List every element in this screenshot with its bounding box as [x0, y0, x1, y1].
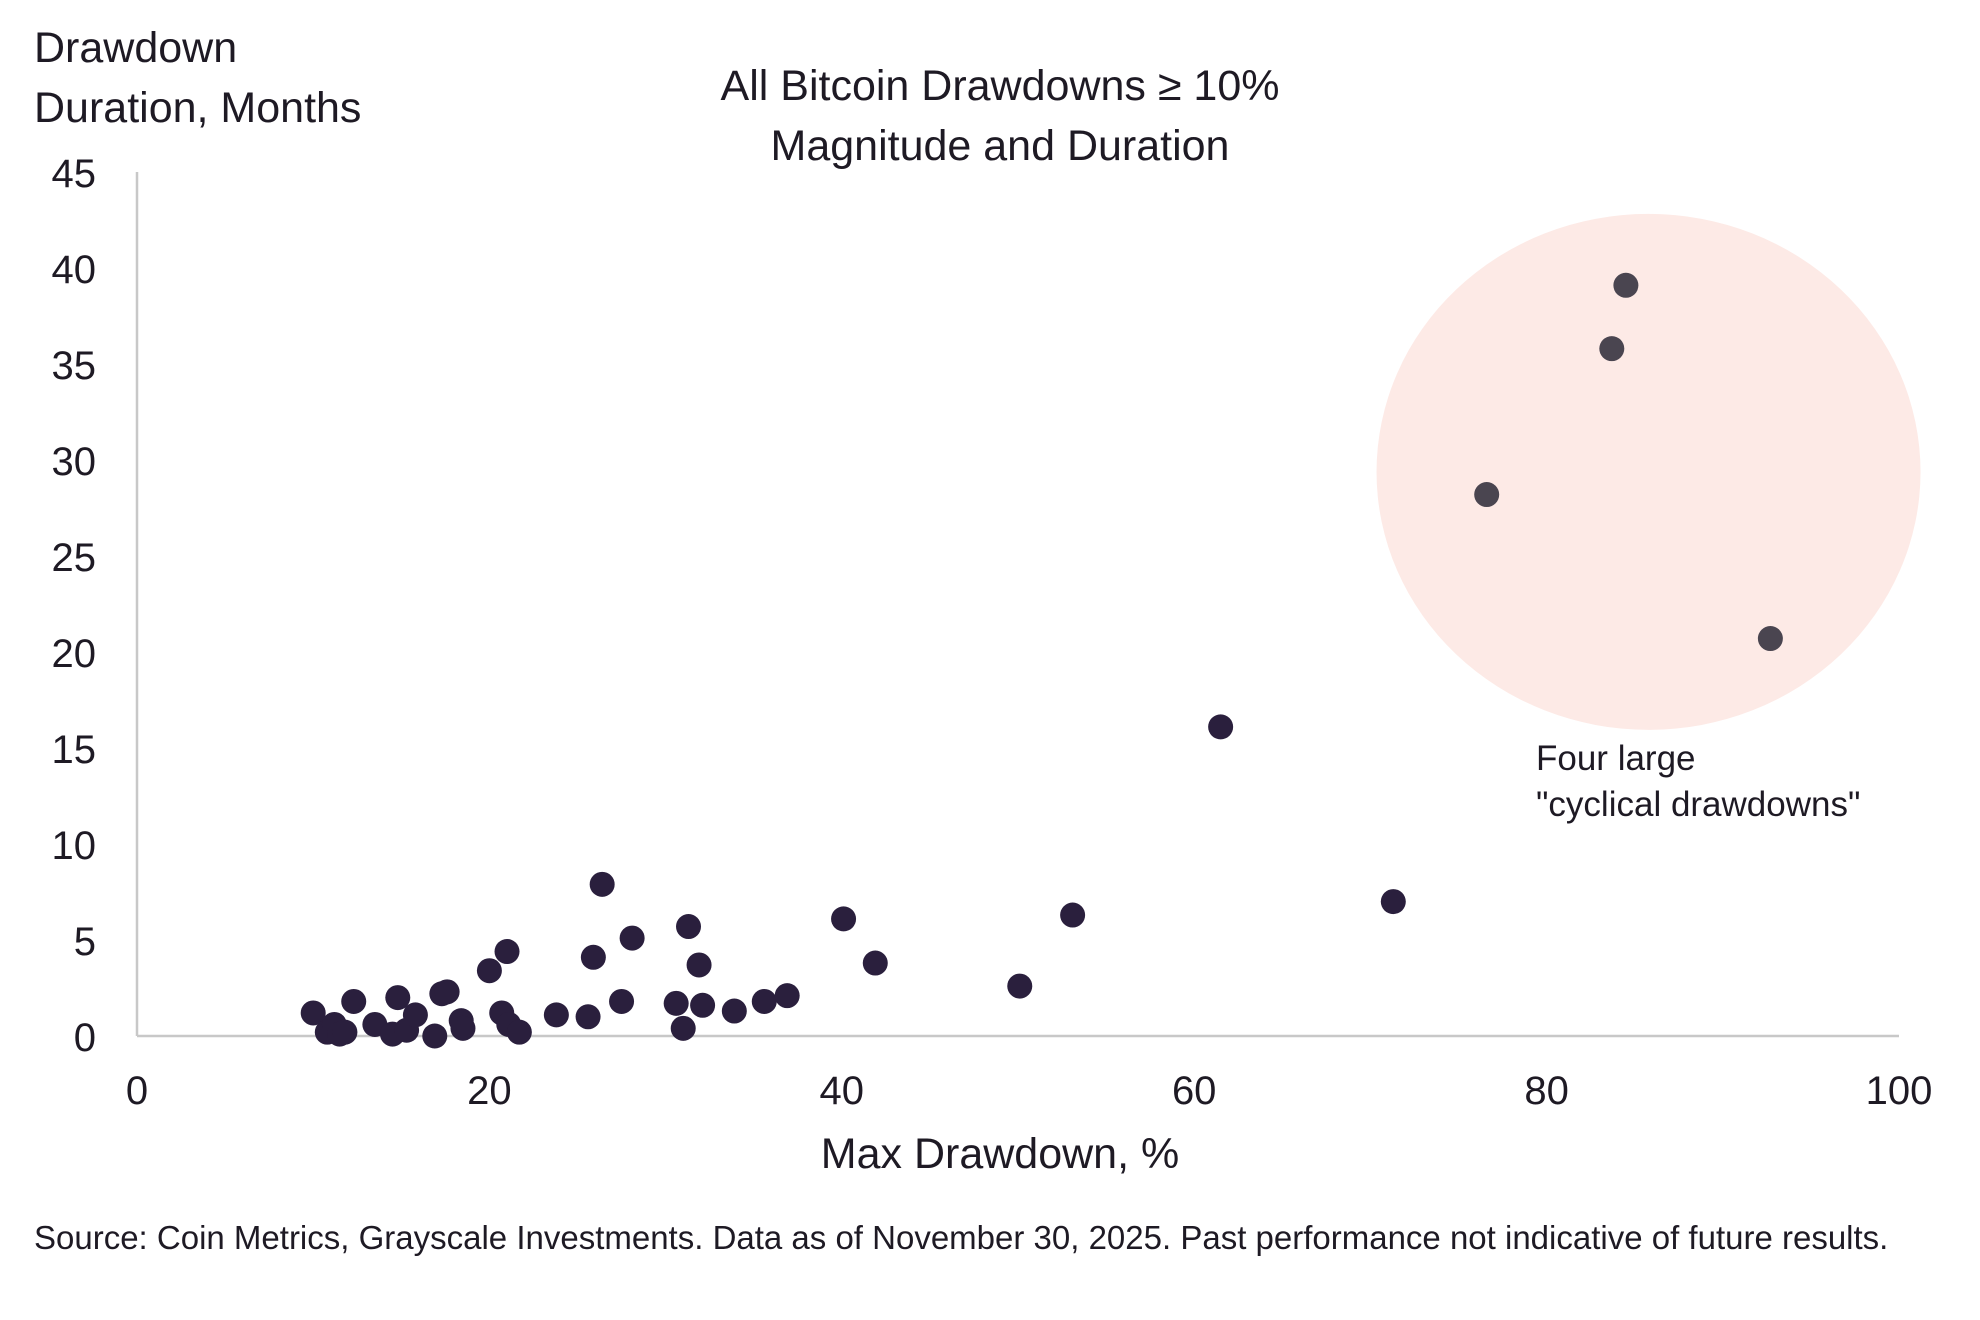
x-axis-label: Max Drawdown, %: [820, 1130, 1180, 1178]
y-axis-label-line-2: Duration, Months: [34, 84, 362, 132]
data-point: [1007, 973, 1033, 999]
data-point: [434, 979, 460, 1005]
x-tick-label: 80: [1524, 1069, 1569, 1113]
y-tick-label: 35: [52, 344, 97, 388]
data-point: [670, 1015, 696, 1041]
data-point: [690, 992, 716, 1018]
annotation-line-1: Four large: [1536, 739, 1696, 778]
data-point: [686, 952, 712, 978]
data-point: [543, 1002, 569, 1028]
annotation-cyclical-drawdowns: Four large "cyclical drawdowns": [1536, 736, 1860, 828]
y-tick-label: 30: [52, 440, 97, 484]
data-point: [450, 1015, 476, 1041]
chart-title: All Bitcoin Drawdowns ≥ 10% Magnitude an…: [600, 56, 1400, 176]
chart-title-line-1: All Bitcoin Drawdowns ≥ 10%: [720, 62, 1280, 110]
data-point: [609, 988, 635, 1014]
data-point: [751, 988, 777, 1014]
data-point: [385, 985, 411, 1011]
data-point: [341, 988, 367, 1014]
data-point: [663, 990, 689, 1016]
data-point: [506, 1019, 532, 1045]
x-tick-label: 100: [1866, 1069, 1933, 1113]
data-point-cyclical: [1613, 272, 1639, 298]
y-tick-label: 10: [52, 824, 97, 868]
data-point: [1060, 902, 1086, 928]
data-point-cyclical: [1757, 626, 1783, 652]
annotation-line-2: "cyclical drawdowns": [1536, 785, 1861, 824]
y-axis-label-line-1: Drawdown: [34, 24, 238, 72]
data-point: [589, 871, 615, 897]
data-point: [476, 958, 502, 984]
highlight-region: [1376, 213, 1921, 730]
x-tick-label: 20: [467, 1069, 512, 1113]
data-point-cyclical: [1599, 336, 1625, 362]
y-tick-label: 0: [74, 1016, 96, 1060]
y-tick-label: 20: [52, 632, 97, 676]
data-point-cyclical: [1474, 482, 1500, 508]
data-point: [619, 925, 645, 951]
chart-title-line-2: Magnitude and Duration: [770, 122, 1230, 170]
data-point: [402, 1002, 428, 1028]
y-tick-label: 15: [52, 728, 97, 772]
y-tick-label: 45: [52, 152, 97, 196]
data-point: [575, 1004, 601, 1030]
data-point: [332, 1019, 358, 1045]
data-point: [676, 914, 702, 940]
data-point: [300, 1000, 326, 1026]
x-tick-label: 0: [126, 1069, 148, 1113]
y-tick-label: 40: [52, 248, 97, 292]
data-point: [862, 950, 888, 976]
y-tick-label: 5: [74, 920, 96, 964]
y-axis-label: Drawdown Duration, Months: [34, 18, 361, 138]
x-tick-label: 40: [820, 1069, 865, 1113]
x-tick-label: 60: [1172, 1069, 1217, 1113]
data-point: [1380, 889, 1406, 915]
data-point: [721, 998, 747, 1024]
data-point: [422, 1023, 448, 1049]
data-point: [774, 983, 800, 1009]
source-note: Source: Coin Metrics, Grayscale Investme…: [34, 1219, 1889, 1256]
data-point: [494, 939, 520, 965]
data-point: [580, 944, 606, 970]
data-point: [831, 906, 857, 932]
y-tick-label: 25: [52, 536, 97, 580]
data-point: [1208, 714, 1234, 740]
